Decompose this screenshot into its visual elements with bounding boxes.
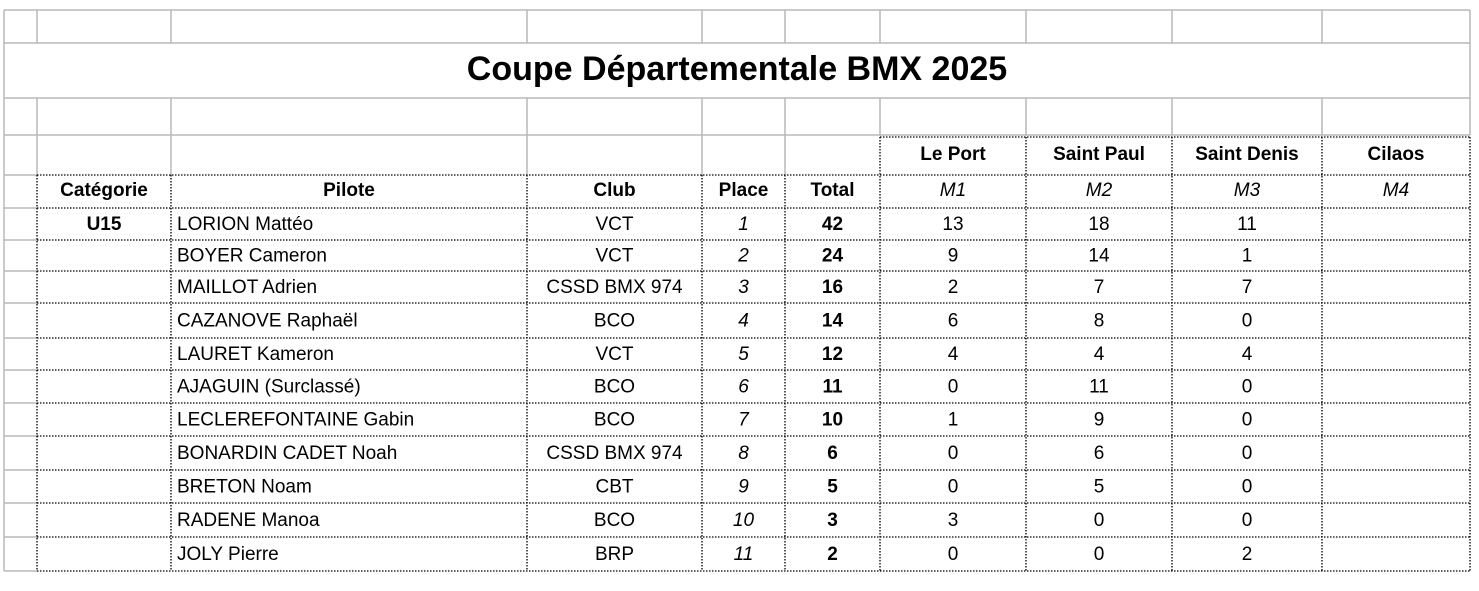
score: 0: [948, 377, 959, 398]
venue-header: Cilaos: [1367, 144, 1424, 165]
total: 2: [827, 544, 838, 565]
total: 5: [827, 477, 838, 498]
score: 0: [948, 443, 959, 464]
total: 16: [822, 277, 843, 298]
club: BCO: [594, 410, 635, 431]
pilot: MAILLOT Adrien: [177, 277, 317, 298]
column-header: M3: [1234, 180, 1261, 201]
score: 4: [1094, 344, 1105, 365]
place: 4: [738, 311, 749, 332]
score: 9: [948, 246, 959, 267]
score: 5: [1094, 477, 1105, 498]
club: CBT: [596, 477, 634, 498]
total: 42: [822, 214, 843, 235]
score: 8: [1094, 311, 1105, 332]
score: 11: [1237, 214, 1257, 235]
column-header: Club: [593, 180, 635, 201]
club: BCO: [594, 377, 635, 398]
score: 0: [1242, 377, 1253, 398]
score: 0: [1242, 510, 1253, 531]
column-header: Total: [811, 180, 855, 201]
score: 3: [948, 510, 959, 531]
score: 11: [1089, 377, 1109, 398]
pilot: LECLEREFONTAINE Gabin: [177, 410, 414, 431]
pilot: BRETON Noam: [177, 477, 312, 498]
venue-header: Le Port: [920, 144, 986, 165]
score: 0: [948, 477, 959, 498]
score: 6: [948, 311, 959, 332]
place: 9: [738, 477, 749, 498]
score: 4: [1242, 344, 1253, 365]
pilot: LORION Mattéo: [177, 214, 313, 235]
score: 7: [1094, 277, 1105, 298]
place: 1: [738, 214, 749, 235]
column-header: Catégorie: [60, 180, 148, 201]
place: 6: [738, 377, 749, 398]
total: 12: [822, 344, 843, 365]
column-header: Pilote: [323, 180, 375, 201]
club: VCT: [596, 214, 634, 235]
score: 14: [1088, 246, 1110, 267]
pilot: CAZANOVE Raphaël: [177, 311, 358, 332]
score: 0: [1242, 311, 1253, 332]
total: 6: [827, 443, 838, 464]
total: 14: [822, 311, 844, 332]
place: 11: [734, 544, 754, 565]
place: 8: [738, 443, 749, 464]
score: 1: [948, 410, 959, 431]
score: 13: [942, 214, 963, 235]
pilot: JOLY Pierre: [177, 544, 279, 565]
score: 9: [1094, 410, 1105, 431]
score: 0: [1242, 410, 1253, 431]
pilot: RADENE Manoa: [177, 510, 320, 531]
column-header: M2: [1086, 180, 1113, 201]
total: 10: [822, 410, 843, 431]
score: 6: [1094, 443, 1105, 464]
score: 0: [1242, 477, 1253, 498]
pilot: LAURET Kameron: [177, 344, 334, 365]
score: 0: [1094, 544, 1105, 565]
score: 2: [948, 277, 959, 298]
score: 0: [1242, 443, 1253, 464]
pilot: BOYER Cameron: [177, 246, 327, 267]
score: 1: [1242, 246, 1253, 267]
score: 4: [948, 344, 959, 365]
column-header: M4: [1383, 180, 1409, 201]
place: 7: [738, 410, 750, 431]
club: VCT: [596, 344, 634, 365]
column-header: Place: [719, 180, 769, 201]
total: 11: [822, 377, 843, 398]
total: 24: [822, 246, 844, 267]
category: U15: [87, 214, 122, 235]
place: 3: [738, 277, 749, 298]
pilot: BONARDIN CADET Noah: [177, 443, 397, 464]
venue-header: Saint Paul: [1053, 144, 1145, 165]
club: CSSD BMX 974: [546, 443, 683, 464]
sheet-title: Coupe Départementale BMX 2025: [467, 50, 1007, 88]
club: CSSD BMX 974: [546, 277, 683, 298]
score: 18: [1088, 214, 1109, 235]
club: BCO: [594, 510, 635, 531]
score: 0: [948, 544, 959, 565]
club: BCO: [594, 311, 635, 332]
club: VCT: [596, 246, 634, 267]
venue-header: Saint Denis: [1195, 144, 1298, 165]
score: 2: [1242, 544, 1253, 565]
place: 2: [737, 246, 749, 267]
pilot: AJAGUIN (Surclassé): [177, 377, 361, 398]
place: 10: [733, 510, 755, 531]
place: 5: [738, 344, 749, 365]
column-header: M1: [940, 180, 966, 201]
score: 0: [1094, 510, 1105, 531]
club: BRP: [595, 544, 634, 565]
score: 7: [1242, 277, 1253, 298]
total: 3: [827, 510, 838, 531]
